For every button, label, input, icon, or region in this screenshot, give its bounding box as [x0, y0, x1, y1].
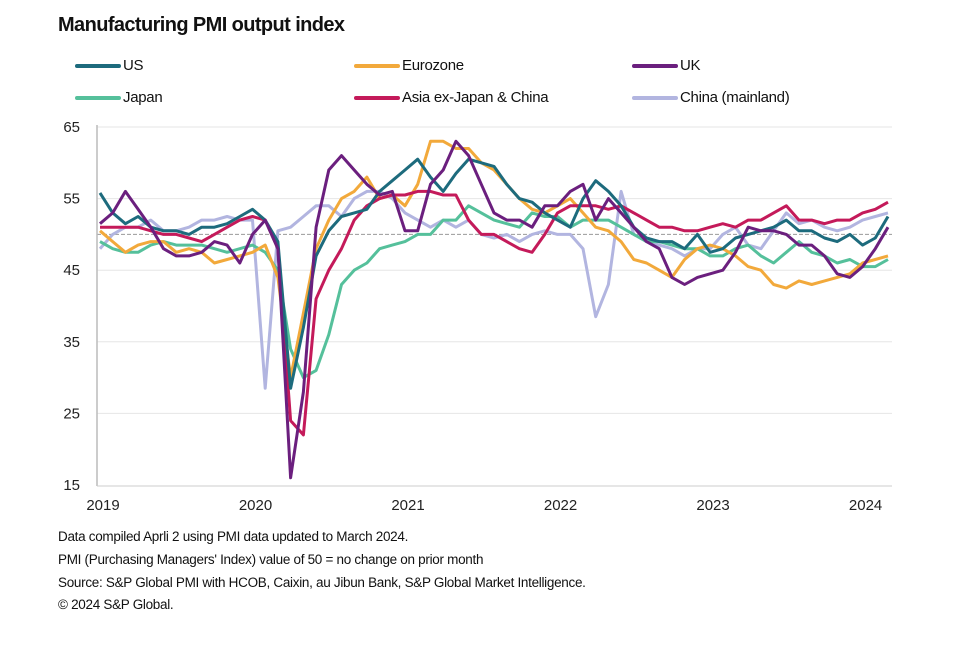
- legend-swatch: [354, 63, 400, 68]
- legend-item-japan: Japan: [75, 89, 163, 106]
- x-tick-label: 2020: [239, 497, 272, 514]
- legend-swatch: [75, 95, 121, 100]
- x-tick-label: 2023: [696, 497, 729, 514]
- legend-label: Asia ex-Japan & China: [402, 89, 549, 106]
- x-tick-label: 2024: [849, 497, 882, 514]
- series-line-us: [98, 157, 890, 390]
- legend-label: US: [123, 57, 144, 74]
- legend-swatch: [75, 63, 121, 68]
- series-line-uk: [99, 139, 890, 480]
- footer-note-compiled: Data compiled Aprli 2 using PMI data upd…: [58, 529, 409, 544]
- legend-label: UK: [680, 57, 701, 74]
- x-tick-label: 2019: [86, 497, 119, 514]
- legend-label: Eurozone: [402, 57, 464, 74]
- series-line-asia-ex-japan-china: [100, 189, 889, 437]
- legend-swatch: [632, 95, 678, 100]
- legend-item-eurozone: Eurozone: [354, 57, 464, 74]
- chart-plot: 65 55 45 35 25 15 2019 2020 2021 2022 2023 2024: [63, 119, 892, 514]
- chart-title: Manufacturing PMI output index: [58, 14, 345, 36]
- footer-source: Source: S&P Global PMI with HCOB, Caixin…: [58, 575, 586, 590]
- series-line-china-mainland-: [98, 189, 889, 390]
- y-tick-label: 25: [63, 405, 80, 422]
- footer-note-pmi: PMI (Purchasing Managers' Index) value o…: [58, 552, 484, 567]
- y-tick-label: 45: [63, 262, 80, 279]
- legend-item-asia: Asia ex-Japan & China: [354, 89, 549, 106]
- y-tick-label: 65: [63, 119, 80, 136]
- y-tick-label: 35: [63, 334, 80, 351]
- x-tick-label: 2021: [391, 497, 424, 514]
- x-tick-label: 2022: [544, 497, 577, 514]
- legend-swatch: [354, 95, 400, 100]
- legend-item-china: China (mainland): [632, 89, 790, 106]
- series-line-eurozone: [99, 139, 889, 380]
- legend-swatch: [632, 63, 678, 68]
- legend-label: Japan: [123, 89, 163, 106]
- y-tick-label: 55: [63, 191, 80, 208]
- legend-item-us: US: [75, 57, 144, 74]
- legend-item-uk: UK: [632, 57, 701, 74]
- y-tick-label: 15: [63, 477, 80, 494]
- legend-label: China (mainland): [680, 89, 790, 106]
- footer-copyright: © 2024 S&P Global.: [58, 597, 174, 612]
